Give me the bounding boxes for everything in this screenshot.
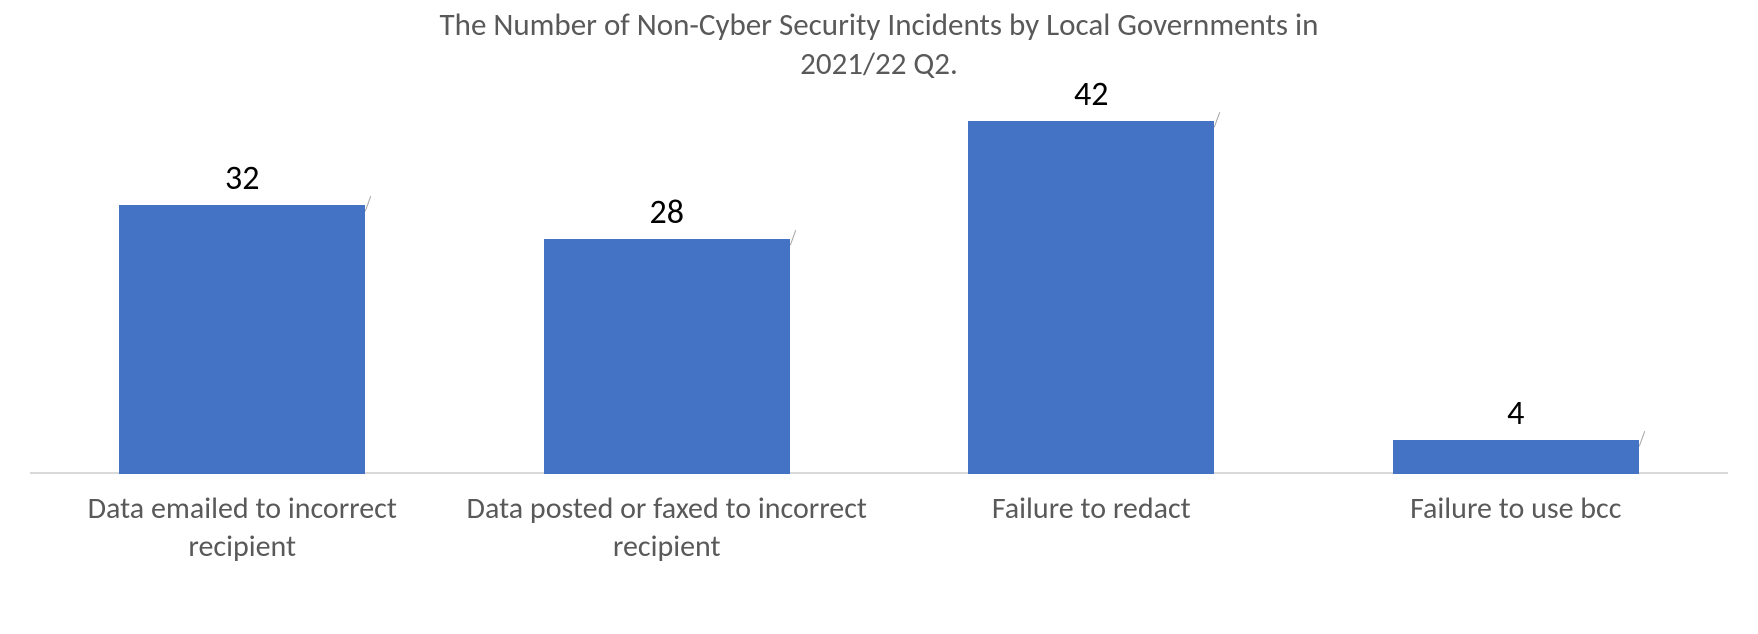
bar-value-label: 28	[544, 192, 790, 233]
x-axis-label: Data emailed to incorrect recipient	[30, 490, 455, 565]
bar	[1393, 440, 1639, 474]
x-axis-label: Failure to redact	[879, 490, 1304, 565]
bar-column: 32	[119, 96, 365, 474]
bar	[119, 205, 365, 474]
bar-column: 4	[1393, 96, 1639, 474]
bar-value-label: 32	[119, 158, 365, 199]
bar-value-label: 4	[1393, 393, 1639, 434]
bar	[968, 121, 1214, 474]
bar-value-label: 42	[968, 74, 1214, 115]
x-axis-label: Failure to use bcc	[1304, 490, 1729, 565]
bar-column: 42	[968, 96, 1214, 474]
x-axis-label: Data posted or faxed to incorrect recipi…	[455, 490, 880, 565]
plot-area: 32 28 42 4	[30, 96, 1728, 474]
x-axis-labels: Data emailed to incorrect recipientData …	[30, 490, 1728, 565]
bar-chart: The Number of Non-Cyber Security Inciden…	[0, 0, 1758, 634]
chart-title: The Number of Non-Cyber Security Inciden…	[0, 6, 1758, 84]
bar-column: 28	[544, 96, 790, 474]
bar	[544, 239, 790, 474]
